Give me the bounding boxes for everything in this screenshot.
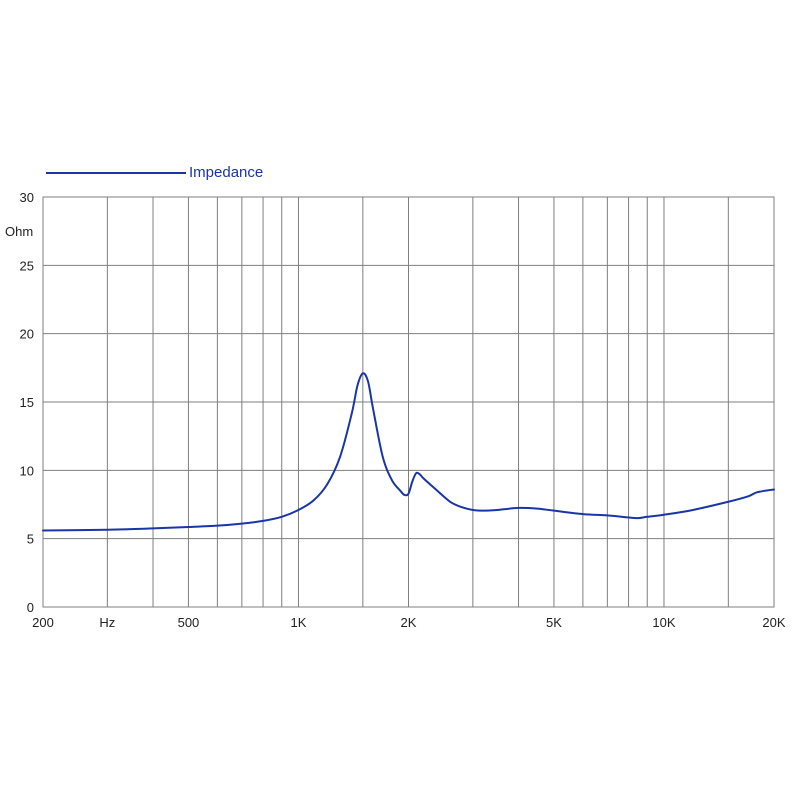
y-tick-label: 10 bbox=[20, 463, 34, 478]
legend-label-impedance: Impedance bbox=[189, 164, 263, 181]
series-line-impedance bbox=[42, 372, 775, 532]
plot-frame bbox=[42, 196, 775, 608]
y-axis-label: Ohm bbox=[5, 224, 33, 239]
x-tick-label: 500 bbox=[178, 615, 200, 630]
x-tick-label: 20K bbox=[762, 615, 785, 630]
y-tick-label: 20 bbox=[20, 327, 34, 342]
x-tick-label: 2K bbox=[401, 615, 417, 630]
x-axis: 200 Hz 500 1K 2K 5K 10K 20K bbox=[32, 615, 786, 630]
y-tick-label: 25 bbox=[20, 258, 34, 273]
legend: Impedance bbox=[46, 164, 263, 181]
grid bbox=[42, 196, 775, 608]
x-tick-label: 200 bbox=[32, 615, 54, 630]
x-tick-label: 10K bbox=[652, 615, 675, 630]
y-tick-label: 30 bbox=[20, 190, 34, 205]
x-tick-label: Hz bbox=[99, 615, 115, 630]
x-tick-label: 5K bbox=[546, 615, 562, 630]
y-tick-label: 0 bbox=[27, 600, 34, 615]
y-axis: 0 5 10 15 20 25 30 bbox=[20, 190, 34, 615]
y-tick-label: 15 bbox=[20, 395, 34, 410]
y-tick-label: 5 bbox=[27, 532, 34, 547]
x-tick-label: 1K bbox=[291, 615, 307, 630]
